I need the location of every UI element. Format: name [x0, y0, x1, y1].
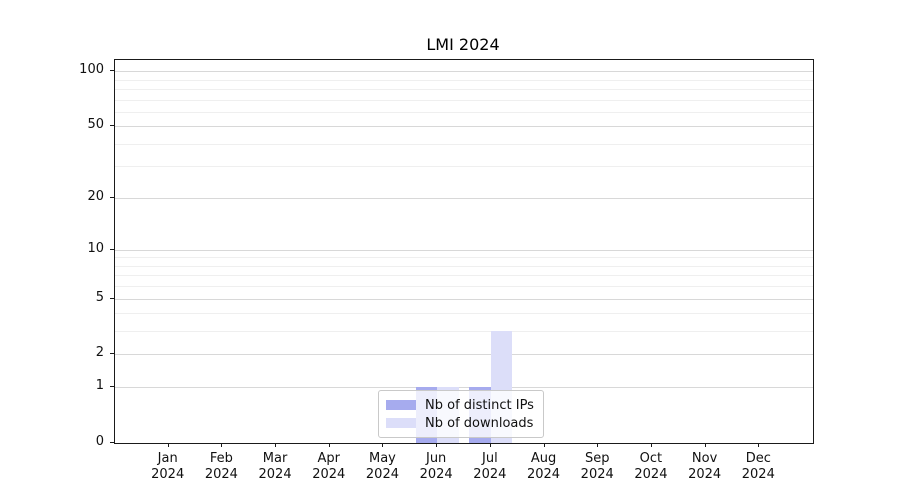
chart-title: LMI 2024 [426, 35, 500, 54]
y-tick-mark [110, 442, 114, 443]
y-tick-label: 5 [95, 289, 104, 305]
x-tick-label: Mar 2024 [258, 451, 292, 482]
x-tick-mark [597, 443, 599, 447]
y-gridline-major [115, 197, 813, 199]
x-tick-label: Feb 2024 [204, 451, 238, 482]
y-tick-label: 100 [79, 62, 104, 78]
x-tick-label: Aug 2024 [526, 451, 561, 482]
x-tick-mark [275, 443, 277, 447]
x-tick-label: Jun 2024 [419, 451, 453, 482]
legend-swatch-distinct-ips [386, 400, 416, 410]
y-tick-label: 1 [95, 378, 104, 394]
y-gridline-major [115, 354, 813, 356]
x-tick-mark [543, 443, 545, 447]
x-tick-mark [382, 443, 384, 447]
x-tick-mark [758, 443, 760, 447]
x-tick-label: Jul 2024 [473, 451, 507, 482]
y-gridline-minor [115, 257, 813, 259]
y-tick-mark [110, 125, 114, 127]
y-tick-label: 10 [87, 240, 104, 256]
x-tick-mark [328, 443, 330, 447]
y-tick-label: 50 [87, 117, 104, 133]
y-gridline-major [115, 126, 813, 128]
x-tick-label: Dec 2024 [741, 451, 775, 482]
y-tick-label: 20 [87, 188, 104, 204]
legend-label-distinct-ips: Nb of distinct IPs [425, 397, 534, 413]
y-gridline-minor [115, 275, 813, 277]
y-gridline-minor [115, 265, 813, 267]
legend-swatch-downloads [386, 418, 416, 428]
y-tick-mark [110, 386, 114, 388]
y-gridline-minor [115, 88, 813, 90]
plot-area [114, 59, 814, 444]
y-tick-mark [110, 70, 114, 72]
legend-item-downloads: Nb of downloads [386, 416, 543, 431]
y-tick-mark [110, 248, 114, 250]
x-tick-label: Nov 2024 [688, 451, 722, 482]
x-tick-label: Jan 2024 [151, 451, 185, 482]
legend-label-downloads: Nb of downloads [425, 415, 534, 431]
y-gridline-major [115, 298, 813, 300]
x-tick-label: Sep 2024 [580, 451, 614, 482]
y-tick-mark [110, 196, 114, 198]
x-tick-label: Apr 2024 [312, 451, 346, 482]
y-gridline-minor [115, 143, 813, 145]
x-tick-mark [489, 443, 491, 447]
y-gridline-minor [115, 99, 813, 101]
x-tick-label: May 2024 [365, 451, 399, 482]
x-tick-mark [167, 443, 169, 447]
y-gridline-minor [115, 79, 813, 81]
y-gridline-minor [115, 111, 813, 113]
y-tick-label: 0 [95, 434, 104, 449]
x-tick-label: Oct 2024 [634, 451, 668, 482]
x-tick-mark [650, 443, 652, 447]
x-tick-mark [436, 443, 438, 447]
y-tick-label: 2 [95, 345, 104, 361]
y-tick-mark [110, 353, 114, 355]
legend: Nb of distinct IPs Nb of downloads [378, 390, 544, 438]
x-tick-mark [704, 443, 706, 447]
legend-item-distinct-ips: Nb of distinct IPs [386, 398, 543, 413]
y-gridline-minor [115, 286, 813, 288]
x-tick-mark [221, 443, 223, 447]
y-gridline-major [115, 71, 813, 73]
y-gridline-major [115, 387, 813, 389]
y-gridline-major [115, 249, 813, 251]
y-gridline-minor [115, 313, 813, 315]
y-tick-mark [110, 297, 114, 299]
y-gridline-minor [115, 331, 813, 333]
y-gridline-minor [115, 166, 813, 168]
